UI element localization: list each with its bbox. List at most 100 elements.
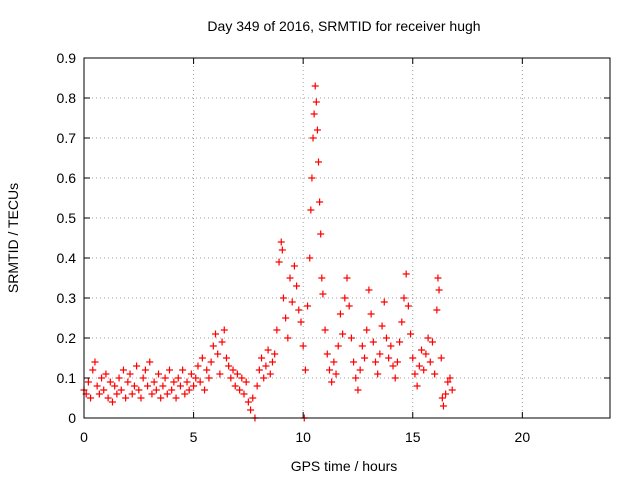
data-point xyxy=(212,330,219,338)
data-point xyxy=(222,354,230,362)
data-point xyxy=(176,382,184,390)
data-point xyxy=(398,318,406,326)
data-point xyxy=(431,370,439,378)
data-point xyxy=(273,326,281,334)
data-point xyxy=(367,310,375,318)
data-point xyxy=(209,342,217,350)
data-point xyxy=(426,358,434,366)
data-point xyxy=(157,394,165,402)
data-point xyxy=(313,126,321,134)
data-point xyxy=(321,326,329,334)
data-point xyxy=(418,346,426,354)
data-point xyxy=(135,386,143,394)
data-point xyxy=(442,390,450,398)
data-point xyxy=(150,378,158,386)
data-point xyxy=(334,342,342,350)
data-point xyxy=(316,198,324,206)
data-point xyxy=(146,358,154,366)
data-point xyxy=(187,370,195,378)
data-points xyxy=(80,82,456,422)
data-point xyxy=(278,246,286,254)
data-point xyxy=(391,374,399,382)
data-point xyxy=(264,346,272,354)
data-point xyxy=(247,406,255,414)
series-srmtid xyxy=(80,82,456,422)
data-point xyxy=(444,378,452,386)
y-tick-label: 0.4 xyxy=(57,250,77,266)
data-point xyxy=(385,354,393,362)
data-point xyxy=(433,306,441,314)
data-point xyxy=(315,158,323,166)
data-point xyxy=(393,358,401,366)
data-point xyxy=(229,366,237,374)
data-point xyxy=(139,374,147,382)
data-point xyxy=(404,302,412,310)
data-point xyxy=(155,370,163,378)
data-point xyxy=(144,382,152,390)
data-point xyxy=(161,374,169,382)
data-point xyxy=(307,206,315,214)
data-point xyxy=(124,378,132,386)
x-axis-label: GPS time / hours xyxy=(291,458,398,474)
data-point xyxy=(396,338,404,346)
data-point xyxy=(288,298,296,306)
data-point xyxy=(260,374,268,382)
data-point xyxy=(328,378,336,386)
data-point xyxy=(325,366,333,374)
data-point xyxy=(275,258,283,266)
data-point xyxy=(318,274,326,282)
data-point xyxy=(400,294,408,302)
data-point xyxy=(268,358,276,366)
data-point xyxy=(277,238,285,246)
data-point xyxy=(297,318,305,326)
data-point xyxy=(356,366,364,374)
data-point xyxy=(181,390,189,398)
data-point xyxy=(437,354,445,362)
data-point xyxy=(365,286,373,294)
data-point xyxy=(95,390,103,398)
data-point xyxy=(413,382,421,390)
data-point xyxy=(93,382,101,390)
data-point xyxy=(198,354,206,362)
data-point xyxy=(194,362,202,370)
y-tick-label: 0.8 xyxy=(57,90,77,106)
data-point xyxy=(354,386,362,394)
data-point xyxy=(299,342,307,350)
data-point xyxy=(428,338,436,346)
y-tick-label: 0.1 xyxy=(57,370,77,386)
data-point xyxy=(115,374,123,382)
data-point xyxy=(108,398,116,406)
data-point xyxy=(380,298,388,306)
data-point xyxy=(438,394,446,402)
data-point xyxy=(244,398,252,406)
data-point xyxy=(255,366,263,374)
data-point xyxy=(133,362,141,370)
data-point xyxy=(345,302,353,310)
data-point xyxy=(446,374,454,382)
y-tick-label: 0.5 xyxy=(57,210,77,226)
data-point xyxy=(301,366,309,374)
data-point xyxy=(350,358,358,366)
data-point xyxy=(201,386,209,394)
data-point xyxy=(205,374,213,382)
data-point xyxy=(343,274,351,282)
data-point xyxy=(106,378,114,386)
data-point xyxy=(306,254,314,262)
data-point xyxy=(411,370,419,378)
data-point xyxy=(236,386,244,394)
x-tick-label: 10 xyxy=(295,429,311,445)
data-point xyxy=(439,402,447,410)
data-point xyxy=(148,390,156,398)
data-point xyxy=(203,366,211,374)
data-point xyxy=(304,302,312,310)
data-point xyxy=(374,370,382,378)
data-point xyxy=(339,330,347,338)
data-point xyxy=(409,354,417,362)
data-point xyxy=(113,390,121,398)
x-tick-label: 5 xyxy=(190,429,198,445)
data-point xyxy=(284,334,292,342)
data-point xyxy=(152,386,160,394)
y-tick-label: 0.6 xyxy=(57,170,77,186)
plot-frame xyxy=(83,57,611,419)
data-point xyxy=(279,294,287,302)
